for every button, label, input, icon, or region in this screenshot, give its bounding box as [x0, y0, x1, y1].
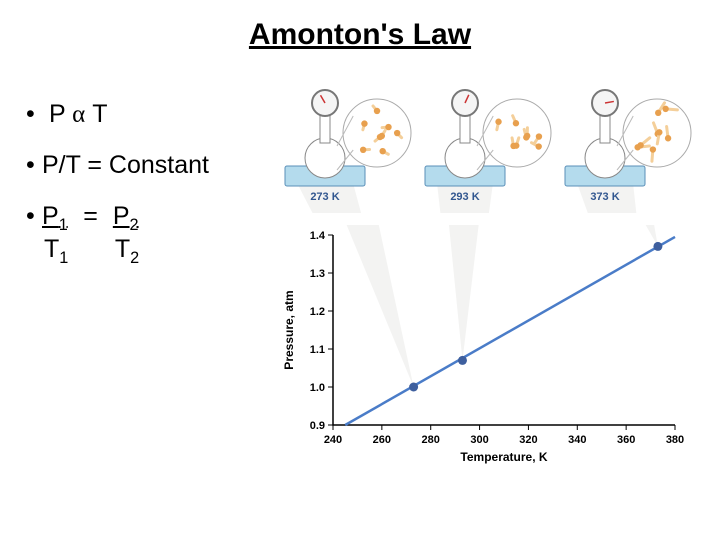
ytick-label: 1.1 — [310, 344, 325, 356]
t1-sub: 1 — [59, 249, 68, 267]
particle — [637, 142, 643, 148]
particle — [665, 135, 671, 141]
xtick-label: 240 — [324, 434, 342, 446]
x-axis-label: Temperature, K — [460, 450, 547, 464]
flask-2: 373 K — [565, 90, 691, 213]
flask-1: 293 K — [425, 90, 551, 213]
ytick-label: 1.4 — [310, 230, 326, 242]
xtick-label: 340 — [568, 434, 586, 446]
data-point — [653, 242, 662, 251]
particle — [394, 130, 400, 136]
data-point — [458, 356, 467, 365]
particle — [524, 133, 530, 139]
page-title: Amonton's Law — [0, 18, 720, 52]
eq-sign: = — [75, 202, 106, 231]
flask-neck — [460, 113, 470, 143]
p1-num: P — [42, 202, 59, 230]
xtick-label: 300 — [470, 434, 488, 446]
ytick-label: 0.9 — [310, 420, 325, 432]
data-point — [409, 383, 418, 392]
t2-sub: 2 — [130, 249, 139, 267]
flask-temp-label: 373 K — [590, 191, 619, 203]
particle — [656, 129, 662, 135]
particle — [379, 133, 385, 139]
xtick-label: 320 — [519, 434, 537, 446]
ytick-label: 1.0 — [310, 382, 325, 394]
magnifier-circle — [483, 99, 551, 167]
bullet-3: • P1 T1 = P2 T2 — [26, 202, 209, 267]
flask-neck — [320, 113, 330, 143]
t2-num: T — [115, 235, 130, 263]
p1-sub: 1 — [59, 216, 68, 234]
particle — [513, 120, 519, 126]
particle — [379, 148, 385, 154]
ytick-label: 1.3 — [310, 268, 325, 280]
particle — [662, 106, 668, 112]
pressure-temperature-chart: 0.9 1.0 1.1 1.2 1.3 1.4 240 260 280 300 320 340 360 3… — [275, 225, 695, 480]
flask-neck — [600, 113, 610, 143]
particle — [510, 143, 516, 149]
b1-alpha: α — [72, 101, 85, 128]
particle — [385, 124, 391, 130]
b1-t: T — [92, 100, 107, 128]
bullet-list: • P α T •P/T = Constant • P1 T1 = P2 T2 — [26, 100, 209, 289]
flask-0: 273 K — [285, 90, 414, 213]
flask-bulb — [445, 138, 485, 178]
bullet-2: •P/T = Constant — [26, 151, 209, 180]
particle — [374, 108, 380, 114]
chart-cone — [577, 225, 658, 246]
t1-num: T — [44, 235, 59, 263]
particle — [535, 143, 541, 149]
flasks-diagram: 273 K 293 K 373 K — [280, 78, 700, 213]
xtick-label: 280 — [422, 434, 440, 446]
bullet-1: • P α T — [26, 100, 209, 129]
flask-bulb — [305, 138, 345, 178]
y-axis-label: Pressure, atm — [282, 290, 296, 369]
particle — [655, 110, 661, 116]
b2-text: P/T = Constant — [42, 151, 209, 179]
particle — [495, 119, 501, 125]
xtick-label: 260 — [373, 434, 391, 446]
p2-num: P — [113, 202, 130, 230]
ytick-label: 1.2 — [310, 306, 325, 318]
particle — [536, 133, 542, 139]
flask-bulb — [585, 138, 625, 178]
xtick-label: 380 — [666, 434, 684, 446]
flask-temp-label: 293 K — [450, 191, 479, 203]
p2-sub: 2 — [130, 216, 139, 234]
particle — [650, 146, 656, 152]
chart-cone — [437, 225, 493, 360]
particle — [360, 147, 366, 153]
flask-temp-label: 273 K — [310, 191, 339, 203]
xtick-label: 360 — [617, 434, 635, 446]
b1-p: P — [49, 100, 65, 128]
particle — [361, 120, 367, 126]
